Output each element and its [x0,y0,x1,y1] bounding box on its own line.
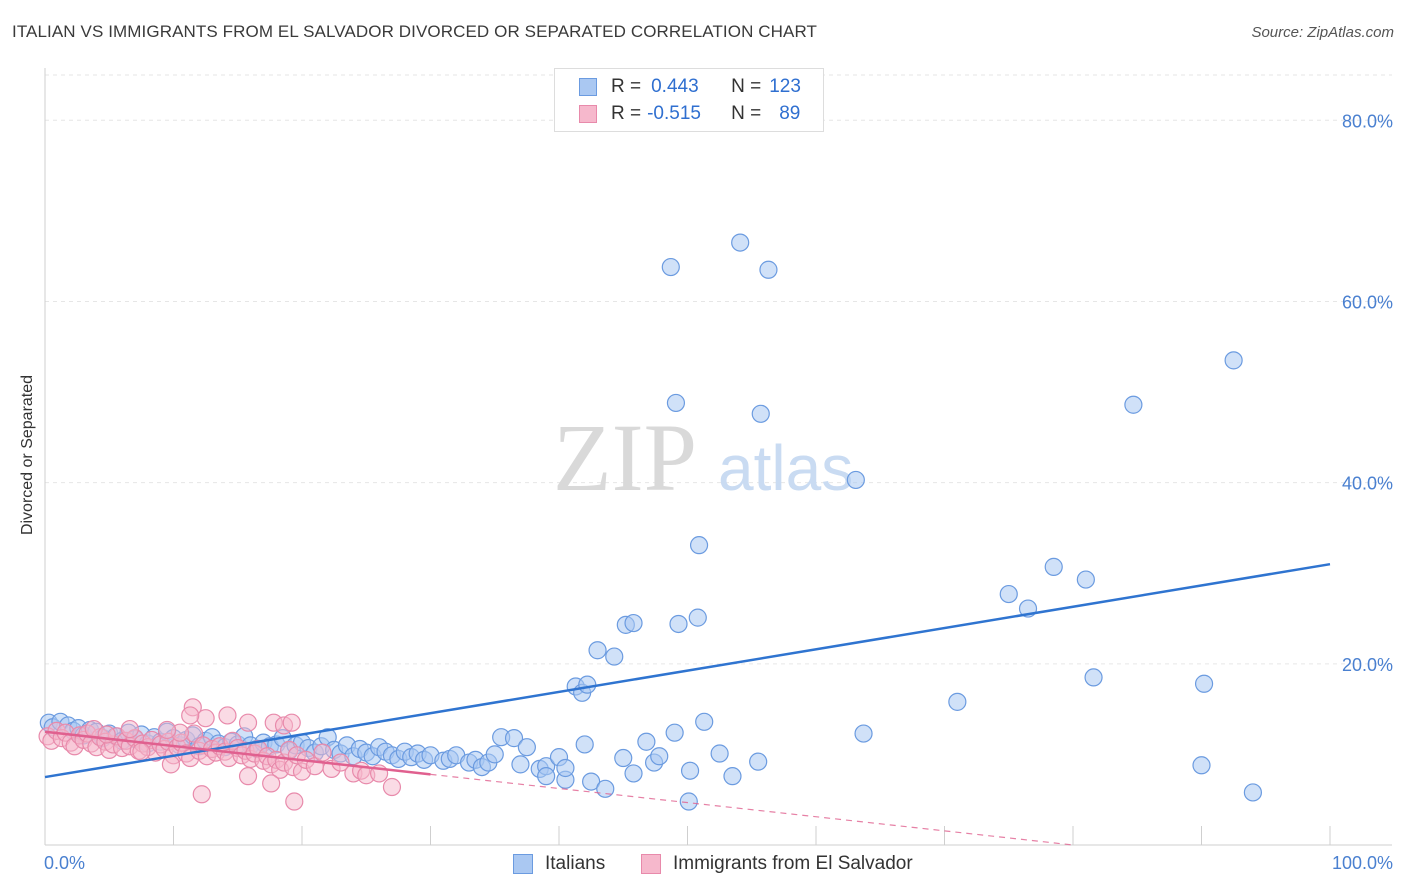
italians-point [575,735,594,754]
bottom-legend-label-italians: Italians [545,853,606,874]
salvador-point [238,713,258,732]
legend-r-value: 0.443 [651,76,699,97]
y-tick-label: 20.0% [1342,655,1393,675]
italians-point [556,758,575,778]
italians-trend-line [44,562,1331,779]
watermark: ZIP atlas [553,404,853,511]
italians-point [689,536,709,555]
legend-swatch-italians [579,78,597,96]
watermark-atlas: atlas [718,432,853,504]
italians-point [624,764,643,783]
italians-point [854,724,873,743]
source-label: Source: ZipAtlas.com [1251,24,1394,41]
salvador-point [120,719,139,739]
italians-point [710,744,729,763]
italians-point [624,613,643,633]
legend-r-label: R = [611,76,642,97]
bottom-legend-salvador: Immigrants from El Salvador [641,851,913,877]
legend-row-salvador: R = -0.515 N = 89 [579,101,800,127]
grid-lines [45,74,1392,665]
italians-point [485,745,504,764]
salvador-point [382,777,402,797]
salvador-point [218,706,237,725]
salvador-point [262,774,281,793]
italians-point [637,732,656,751]
italians-point [578,675,597,694]
trend-lines [44,562,1331,846]
salvador-point [181,706,200,725]
legend-swatch-salvador [579,105,597,123]
salvador-trend-line [44,730,431,776]
italians-point [695,712,714,731]
italians-point [1194,674,1214,693]
italians-point [1192,756,1211,775]
y-tick-label: 80.0% [1342,111,1393,131]
italians-point [669,614,688,634]
legend-r-label: R = [611,103,642,124]
salvador-point [157,720,177,740]
italians-point [1224,351,1243,370]
legend-row-italians: R = 0.443 N = 123 [579,74,801,100]
italians-point [605,647,624,666]
italians-point [665,723,684,742]
italians-point [846,470,865,490]
italians-point [749,752,768,771]
italians-point [731,233,750,252]
bottom-legend-swatch-salvador [641,854,661,874]
x-tick-label: 0.0% [44,853,85,873]
italians-point [751,404,770,423]
italians-point [679,792,698,811]
italians-point [650,747,669,766]
salvador-point [285,792,304,811]
legend-r-value: -0.515 [647,103,701,124]
italians-point [688,608,707,627]
italians-point [661,257,680,277]
chart-title: ITALIAN VS IMMIGRANTS FROM EL SALVADOR D… [12,22,818,41]
salvador-point [196,709,215,728]
italians-point [588,641,607,660]
salvador-point [132,742,151,761]
watermark-zip: ZIP [553,404,697,511]
italians-point [582,772,601,791]
italians-point [948,692,967,711]
italians-point [666,393,686,413]
tick-labels: 20.0% 40.0% 60.0% 80.0% 0.0% 100.0% [44,111,1393,873]
italians-point [723,767,742,786]
x-tick-label: 100.0% [1332,853,1393,873]
italians-point [511,755,530,774]
legend-n-value: 123 [769,76,801,97]
bottom-legend-swatch-italians [513,854,533,874]
italians-point [614,748,633,768]
salvador-point [282,713,301,732]
bottom-legend-italians: Italians [513,851,605,877]
y-tick-label: 60.0% [1342,292,1393,312]
legend-n-label: N = [731,103,762,124]
y-tick-label: 40.0% [1342,474,1393,494]
italians-point [1084,668,1103,687]
stats-legend: R = 0.443 N = 123 R = -0.515 N = 89 [554,68,824,132]
italians-point [1124,395,1143,414]
salvador-trend-extension [430,773,1074,846]
salvador-point [238,767,258,786]
bottom-legend-label-salvador: Immigrants from El Salvador [673,853,913,874]
italians-point [759,260,778,279]
italians-point [596,779,615,798]
italians-point [999,584,1018,604]
legend-n-label: N = [731,76,762,97]
italians-point [504,729,524,748]
salvador-point [313,743,332,762]
legend-n-value: 89 [779,103,801,124]
italians-point [537,767,556,786]
salvador-point [192,785,211,804]
salvador-points [38,698,402,811]
italians-point [1076,570,1095,589]
italians-point [680,761,700,780]
italians-point [1044,557,1063,576]
italians-point [1243,783,1263,802]
italians-point [517,738,536,757]
